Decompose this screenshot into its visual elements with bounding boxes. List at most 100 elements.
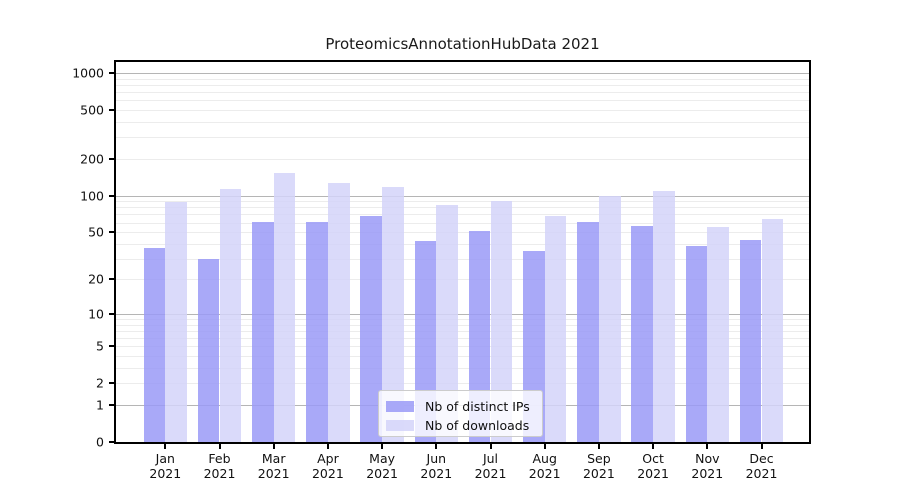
y-tick bbox=[109, 382, 114, 385]
gridline bbox=[116, 356, 809, 357]
y-tick bbox=[109, 231, 114, 233]
bar-distinct-ips bbox=[197, 258, 220, 442]
x-tick-label: Aug 2021 bbox=[528, 451, 561, 481]
x-tick bbox=[435, 444, 438, 449]
gridline bbox=[116, 158, 809, 160]
y-tick bbox=[109, 194, 114, 197]
x-tick bbox=[652, 444, 655, 449]
plot-area: Nb of distinct IPs Nb of downloads 0 1 2 5 1… bbox=[72, 60, 811, 481]
y-tick bbox=[109, 109, 114, 111]
bar-downloads bbox=[761, 219, 784, 442]
legend-label-distinct-ips: Nb of distinct IPs bbox=[425, 399, 530, 414]
x-tick bbox=[760, 444, 763, 449]
gridline bbox=[116, 279, 809, 281]
x-tick-label: Jan 2021 bbox=[149, 451, 182, 481]
x-tick-label: Mar 2021 bbox=[257, 451, 290, 481]
gridline bbox=[116, 201, 809, 203]
y-tick-label: 100 bbox=[80, 188, 104, 203]
bar-downloads bbox=[490, 200, 513, 442]
x-tick-label: Jun 2021 bbox=[420, 451, 453, 481]
gridline bbox=[116, 330, 809, 332]
gridline bbox=[116, 319, 809, 320]
bar-downloads bbox=[273, 172, 296, 442]
gridline bbox=[116, 207, 809, 209]
x-tick bbox=[272, 444, 275, 449]
legend-swatch-downloads-icon bbox=[386, 420, 414, 431]
bar-distinct-ips bbox=[468, 231, 491, 442]
gridline bbox=[116, 313, 809, 315]
y-tick-label: 1 bbox=[96, 397, 104, 413]
gridline bbox=[116, 383, 809, 385]
x-tick-label: Oct 2021 bbox=[637, 451, 669, 481]
gridline bbox=[116, 78, 809, 80]
legend: Nb of distinct IPs Nb of downloads bbox=[378, 390, 543, 437]
gridline bbox=[116, 222, 809, 224]
bar-distinct-ips bbox=[306, 221, 328, 442]
x-tick-label: Sep 2021 bbox=[582, 451, 615, 481]
gridline bbox=[116, 137, 809, 139]
legend-item-distinct-ips: Nb of distinct IPs bbox=[386, 397, 542, 416]
bar-downloads bbox=[436, 205, 458, 442]
gridline bbox=[116, 84, 809, 86]
bar-downloads bbox=[327, 182, 350, 442]
bar-distinct-ips bbox=[360, 215, 383, 442]
gridline bbox=[116, 195, 809, 197]
gridline bbox=[116, 100, 809, 102]
legend-item-downloads: Nb of downloads bbox=[386, 416, 542, 435]
x-tick bbox=[543, 444, 546, 449]
bar-distinct-ips bbox=[577, 221, 599, 442]
x-tick bbox=[489, 444, 492, 449]
gridline bbox=[116, 368, 809, 369]
x-tick bbox=[326, 444, 329, 449]
y-tick bbox=[109, 312, 114, 315]
x-tick-label: Feb 2021 bbox=[203, 451, 236, 481]
gridline bbox=[116, 121, 809, 123]
bar-downloads bbox=[382, 186, 404, 442]
legend-swatch-distinct-ips-icon bbox=[386, 401, 414, 412]
y-tick-label: 5 bbox=[96, 338, 104, 354]
chart-title: ProteomicsAnnotationHubData 2021 bbox=[325, 35, 600, 53]
gridline bbox=[116, 324, 809, 326]
x-tick-label: Nov 2021 bbox=[691, 451, 724, 481]
y-tick bbox=[109, 72, 114, 74]
x-tick-label: Apr 2021 bbox=[311, 451, 344, 481]
bar-distinct-ips bbox=[143, 247, 166, 442]
x-tick bbox=[164, 444, 167, 449]
bar-distinct-ips bbox=[685, 246, 708, 442]
y-tick-label: 1000 bbox=[72, 65, 104, 81]
y-tick-label: 200 bbox=[80, 151, 104, 167]
bar-downloads bbox=[544, 215, 567, 442]
gridline bbox=[116, 346, 809, 348]
gridline bbox=[116, 258, 809, 260]
x-tick-label: Dec 2021 bbox=[745, 451, 778, 481]
y-tick bbox=[109, 404, 114, 406]
y-tick-label: 2 bbox=[96, 375, 104, 391]
x-tick bbox=[381, 444, 384, 449]
x-tick bbox=[218, 444, 221, 449]
y-tick bbox=[109, 157, 114, 160]
y-tick bbox=[109, 345, 114, 348]
y-tick bbox=[109, 441, 114, 443]
gridline bbox=[116, 214, 809, 216]
y-tick-label: 500 bbox=[80, 102, 104, 118]
x-tick bbox=[706, 444, 709, 449]
x-tick-label: May 2021 bbox=[366, 451, 398, 481]
bar-distinct-ips bbox=[739, 239, 762, 442]
bar-downloads bbox=[598, 195, 621, 442]
x-tick bbox=[597, 444, 600, 449]
y-tick-label: 10 bbox=[88, 306, 104, 322]
gridline bbox=[116, 232, 809, 233]
gridline bbox=[116, 110, 809, 111]
gridline bbox=[116, 73, 809, 74]
bar-downloads bbox=[219, 188, 242, 442]
y-tick-label: 50 bbox=[88, 224, 104, 240]
bar-downloads bbox=[707, 227, 729, 442]
y-tick-label: 0 bbox=[96, 434, 104, 450]
y-tick bbox=[109, 278, 114, 281]
gridline bbox=[116, 92, 809, 94]
bar-downloads bbox=[653, 190, 675, 442]
y-tick-label: 20 bbox=[88, 271, 104, 287]
x-tick-label: Jul 2021 bbox=[474, 451, 507, 481]
legend-label-downloads: Nb of downloads bbox=[425, 418, 530, 433]
